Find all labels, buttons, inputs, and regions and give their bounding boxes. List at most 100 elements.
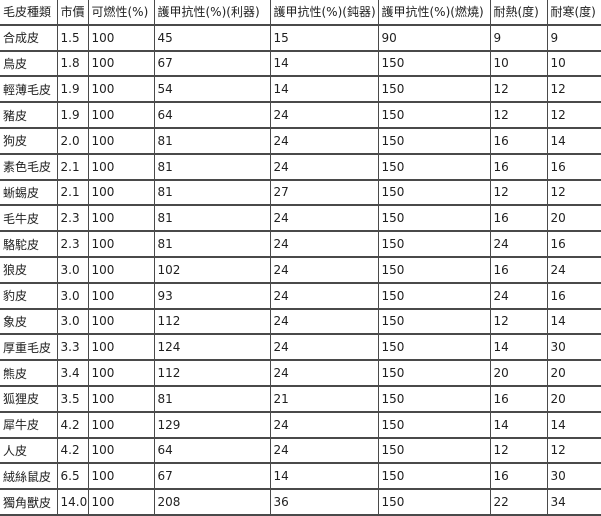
table-row: 熊皮 3.4 100 112 24 150 20 20 bbox=[0, 359, 601, 386]
stat-cell: 20 bbox=[489, 359, 547, 386]
stat-cell: 2.3 bbox=[56, 230, 88, 257]
stat-cell: 14 bbox=[269, 49, 378, 77]
column-header: 耐熱(度) bbox=[489, 0, 547, 25]
stat-cell: 14 bbox=[546, 307, 601, 335]
stat-cell: 12 bbox=[489, 178, 547, 206]
table-row: 獨角獸皮 14.0 100 208 36 150 22 34 bbox=[0, 488, 601, 515]
stat-cell: 10 bbox=[546, 49, 601, 77]
stat-cell: 100 bbox=[87, 384, 154, 412]
stat-cell: 100 bbox=[87, 255, 154, 283]
stat-cell: 20 bbox=[546, 384, 601, 412]
stat-cell: 112 bbox=[153, 307, 270, 335]
column-header: 毛皮種類 bbox=[3, 5, 52, 20]
stat-cell: 20 bbox=[546, 204, 601, 232]
stat-cell: 14 bbox=[489, 410, 547, 438]
fur-type-cell: 豬皮 bbox=[0, 101, 57, 128]
fur-type-cell: 獨角獸皮 bbox=[0, 488, 57, 515]
stat-cell: 150 bbox=[377, 307, 490, 335]
stat-cell: 100 bbox=[87, 204, 154, 232]
stat-cell: 93 bbox=[153, 281, 270, 309]
fur-type-cell: 象皮 bbox=[0, 307, 57, 335]
stat-cell: 16 bbox=[489, 204, 547, 232]
column-header: 護甲抗性(%)(鈍器) bbox=[269, 0, 378, 25]
stat-cell: 100 bbox=[87, 178, 154, 206]
fur-type-cell: 合成皮 bbox=[0, 23, 57, 51]
stat-cell: 150 bbox=[377, 333, 490, 361]
stat-cell: 81 bbox=[153, 230, 270, 257]
stat-cell: 12 bbox=[489, 436, 547, 464]
stat-cell: 100 bbox=[87, 410, 154, 438]
stat-cell: 100 bbox=[87, 488, 154, 515]
stat-cell: 150 bbox=[377, 126, 490, 154]
stat-cell: 150 bbox=[377, 384, 490, 412]
stat-cell: 24 bbox=[269, 230, 378, 257]
stat-cell: 150 bbox=[377, 152, 490, 180]
table-row: 狼皮 3.0 100 102 24 150 16 24 bbox=[0, 255, 601, 283]
stat-cell: 12 bbox=[546, 75, 601, 103]
stat-cell: 150 bbox=[377, 410, 490, 438]
fur-type-cell: 素色毛皮 bbox=[0, 152, 57, 180]
fur-type-cell: 狗皮 bbox=[0, 126, 57, 154]
stat-cell: 30 bbox=[546, 462, 601, 490]
stat-cell: 12 bbox=[489, 307, 547, 335]
stat-cell: 2.3 bbox=[56, 204, 88, 232]
stat-cell: 100 bbox=[87, 307, 154, 335]
stat-cell: 24 bbox=[269, 436, 378, 464]
stat-cell: 100 bbox=[87, 462, 154, 490]
stat-cell: 150 bbox=[377, 462, 490, 490]
stat-cell: 1.9 bbox=[56, 75, 88, 103]
stat-cell: 208 bbox=[153, 488, 270, 515]
stat-cell: 24 bbox=[269, 255, 378, 283]
stat-cell: 21 bbox=[269, 384, 378, 412]
table-row: 駱駝皮 2.3 100 81 24 150 24 16 bbox=[0, 230, 601, 257]
stat-cell: 100 bbox=[87, 436, 154, 464]
stat-cell: 100 bbox=[87, 359, 154, 386]
stat-cell: 16 bbox=[489, 462, 547, 490]
table-row: 犀牛皮 4.2 100 129 24 150 14 14 bbox=[0, 410, 601, 438]
stat-cell: 24 bbox=[269, 126, 378, 154]
fur-type-cell: 狐狸皮 bbox=[0, 384, 57, 412]
stat-cell: 30 bbox=[546, 333, 601, 361]
table-body: 合成皮 1.5 100 45 15 90 9 9 鳥皮 1.8 100 67 14 150 10 10 輕薄毛皮… bbox=[0, 23, 601, 515]
stat-cell: 64 bbox=[153, 436, 270, 464]
stat-cell: 54 bbox=[153, 75, 270, 103]
table-row: 輕薄毛皮 1.9 100 54 14 150 12 12 bbox=[0, 75, 601, 103]
stat-cell: 24 bbox=[489, 230, 547, 257]
stat-cell: 150 bbox=[377, 436, 490, 464]
stat-cell: 100 bbox=[87, 49, 154, 77]
stat-cell: 36 bbox=[269, 488, 378, 515]
table-row: 厚重毛皮 3.3 100 124 24 150 14 30 bbox=[0, 333, 601, 361]
table-row: 合成皮 1.5 100 45 15 90 9 9 bbox=[0, 23, 601, 51]
stat-cell: 20 bbox=[546, 359, 601, 386]
fur-type-cell: 輕薄毛皮 bbox=[0, 75, 57, 103]
stat-cell: 24 bbox=[269, 152, 378, 180]
stat-cell: 3.0 bbox=[56, 307, 88, 335]
stat-cell: 3.5 bbox=[56, 384, 88, 412]
stat-cell: 9 bbox=[546, 23, 601, 51]
table-row: 素色毛皮 2.1 100 81 24 150 16 16 bbox=[0, 152, 601, 180]
stat-cell: 150 bbox=[377, 75, 490, 103]
stat-cell: 4.2 bbox=[56, 410, 88, 438]
stat-cell: 12 bbox=[489, 75, 547, 103]
stat-cell: 24 bbox=[269, 333, 378, 361]
stat-cell: 16 bbox=[489, 152, 547, 180]
fur-type-cell: 鳥皮 bbox=[0, 49, 57, 77]
column-header: 耐寒(度) bbox=[546, 0, 601, 25]
stat-cell: 12 bbox=[546, 101, 601, 128]
stat-cell: 2.0 bbox=[56, 126, 88, 154]
stat-cell: 100 bbox=[87, 281, 154, 309]
stat-cell: 100 bbox=[87, 23, 154, 51]
column-header: 護甲抗性(%)(燃燒) bbox=[377, 0, 490, 25]
stat-cell: 12 bbox=[546, 178, 601, 206]
stat-cell: 150 bbox=[377, 359, 490, 386]
stat-cell: 150 bbox=[377, 101, 490, 128]
stat-cell: 15 bbox=[269, 23, 378, 51]
stat-cell: 2.1 bbox=[56, 178, 88, 206]
stat-cell: 16 bbox=[546, 152, 601, 180]
stat-cell: 150 bbox=[377, 255, 490, 283]
stat-cell: 81 bbox=[153, 384, 270, 412]
stat-cell: 16 bbox=[489, 255, 547, 283]
stat-cell: 16 bbox=[489, 384, 547, 412]
fur-type-cell: 狼皮 bbox=[0, 255, 57, 283]
stat-cell: 90 bbox=[377, 23, 490, 51]
